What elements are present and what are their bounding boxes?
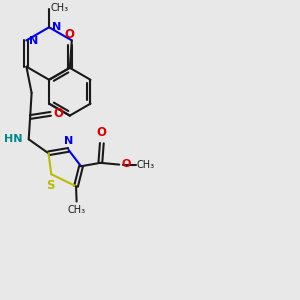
Text: S: S [46, 178, 55, 192]
Text: O: O [65, 28, 75, 41]
Text: CH₃: CH₃ [137, 160, 155, 170]
Text: HN: HN [4, 134, 22, 144]
Text: N: N [64, 136, 74, 146]
Text: CH₃: CH₃ [68, 205, 86, 215]
Text: N: N [52, 22, 61, 32]
Text: O: O [97, 126, 107, 140]
Text: N: N [29, 36, 38, 46]
Text: O: O [121, 159, 131, 169]
Text: CH₃: CH₃ [51, 3, 69, 13]
Text: O: O [53, 107, 64, 120]
